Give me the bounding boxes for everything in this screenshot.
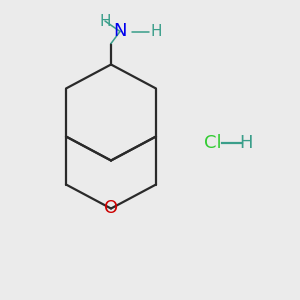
Text: O: O <box>104 200 118 217</box>
Text: N: N <box>113 22 127 40</box>
Text: Cl: Cl <box>204 134 222 152</box>
Text: H: H <box>239 134 253 152</box>
Text: H: H <box>150 24 162 39</box>
Text: H: H <box>99 14 111 28</box>
